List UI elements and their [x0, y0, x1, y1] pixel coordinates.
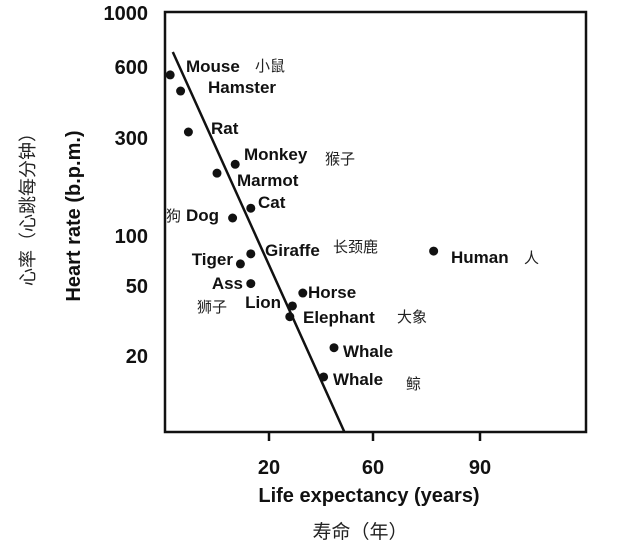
- point-label: Dog: [186, 206, 219, 225]
- point-label: Cat: [258, 193, 286, 212]
- data-point-dog: [228, 213, 238, 223]
- plot-frame: [163, 10, 588, 434]
- y-axis-title: Heart rate (b.p.m.): [63, 130, 85, 301]
- x-tick-label: 90: [469, 457, 491, 479]
- point-label: Elephant: [303, 308, 375, 327]
- point-label: Ass: [212, 274, 243, 293]
- y-tick-label: 300: [115, 128, 148, 150]
- point-label: Whale: [333, 370, 383, 389]
- x-tick-label: 20: [258, 457, 280, 479]
- point-label: Human: [451, 248, 509, 267]
- point-label: Hamster: [208, 78, 276, 97]
- x-axis-title-cn: 寿命（年）: [312, 521, 407, 543]
- y-tick-label: 600: [115, 57, 148, 79]
- point-label-cn: 长颈鹿: [333, 238, 378, 256]
- data-point-whale: [319, 372, 329, 382]
- point-label: Tiger: [192, 250, 234, 269]
- point-label-cn: 狮子: [197, 298, 227, 316]
- point-label: Whale: [343, 342, 393, 361]
- data-point-horse: [298, 288, 308, 298]
- x-tick-label: 60: [362, 457, 384, 479]
- y-tick-label: 1000: [104, 3, 149, 25]
- y-tick-label: 100: [115, 226, 148, 248]
- data-point-ass: [246, 279, 256, 289]
- data-point-rat: [183, 127, 193, 137]
- point-label-cn: 大象: [397, 308, 427, 326]
- point-label: Giraffe: [265, 241, 320, 260]
- point-label-cn: 鲸: [406, 375, 421, 393]
- point-label-cn: 小鼠: [255, 57, 285, 75]
- x-axis-title: Life expectancy (years): [258, 485, 479, 507]
- data-point-giraffe: [246, 249, 256, 259]
- data-point-whale: [329, 343, 339, 353]
- data-point-human: [429, 246, 439, 256]
- data-point-mouse: [165, 70, 175, 80]
- point-label-cn: 狗: [166, 207, 181, 225]
- y-tick-label: 50: [126, 276, 148, 298]
- data-point-tiger: [235, 259, 245, 269]
- point-label: Horse: [308, 283, 356, 302]
- point-label-cn: 人: [524, 249, 539, 267]
- y-axis-title-cn: 心率（心跳每分钟）: [18, 124, 39, 286]
- y-tick-label: 20: [126, 346, 148, 368]
- data-point-lion: [287, 301, 297, 311]
- point-label: Monkey: [244, 145, 308, 164]
- data-point-hamster: [176, 86, 186, 96]
- point-label: Rat: [211, 119, 239, 138]
- point-label-cn: 猴子: [325, 150, 355, 168]
- data-point-cat: [246, 203, 256, 213]
- point-label: Mouse: [186, 57, 240, 76]
- data-point-marmot: [212, 168, 222, 178]
- data-point-monkey: [230, 159, 240, 169]
- point-label: Marmot: [237, 171, 299, 190]
- data-point-elephant: [285, 312, 295, 322]
- point-label: Lion: [245, 293, 281, 312]
- trend-line: [171, 51, 346, 433]
